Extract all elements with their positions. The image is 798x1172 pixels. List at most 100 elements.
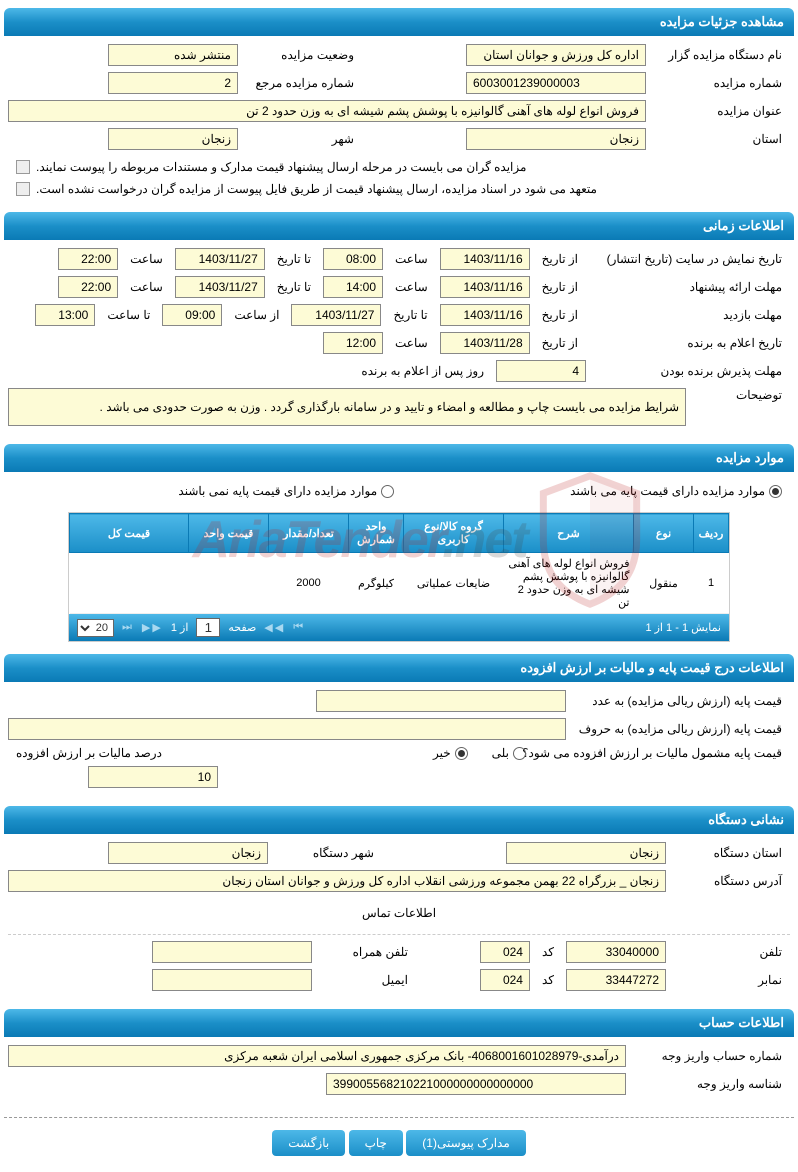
- note2-text: متعهد می شود در اسناد مزایده، ارسال پیشن…: [36, 182, 597, 196]
- print-button[interactable]: چاپ: [349, 1130, 403, 1156]
- hour-label-1: ساعت: [387, 252, 436, 266]
- radio-icon: [455, 747, 468, 760]
- base-txt-label: قیمت پایه (ارزش ریالی مزایده) به حروف: [570, 722, 790, 736]
- base-num-value: [316, 690, 566, 712]
- winner-date: 1403/11/28: [440, 332, 530, 354]
- hour-label-5: ساعت: [387, 336, 436, 350]
- base-txt-value: [8, 718, 566, 740]
- address-section-header: نشانی دستگاه: [4, 806, 794, 834]
- province-label: استان: [650, 132, 790, 146]
- items-section-header: موارد مزایده: [4, 444, 794, 472]
- visit-from-hour: 09:00: [162, 304, 222, 326]
- radio-icon: [769, 485, 782, 498]
- mobile-label: تلفن همراه: [316, 945, 416, 959]
- items-table: ردیف نوع شرح گروه کالا/نوع کاربری واحد ش…: [69, 513, 729, 614]
- note1-checkbox: [16, 160, 30, 174]
- from-hour-label: از ساعت: [226, 308, 287, 322]
- display-from-date: 1403/11/16: [440, 248, 530, 270]
- attachments-button[interactable]: مدارک پیوستی(1): [406, 1130, 525, 1156]
- accept-suffix: روز پس از اعلام به برنده: [353, 364, 492, 378]
- province-value: زنجان: [466, 128, 646, 150]
- fax-code: 024: [480, 969, 530, 991]
- title-label: عنوان مزایده: [650, 104, 790, 118]
- back-button[interactable]: بازگشت: [272, 1130, 345, 1156]
- hour-label-3: ساعت: [387, 280, 436, 294]
- acc-no-value: درآمدی-4068001601028979- بانک مرکزی جمهو…: [8, 1045, 626, 1067]
- col-total: قیمت کل: [70, 514, 189, 553]
- to-label-2: تا تاریخ: [269, 280, 319, 294]
- fax-value: 33447272: [566, 969, 666, 991]
- from-label-1: از تاریخ: [534, 252, 586, 266]
- addr-label: آدرس دستگاه: [670, 874, 790, 888]
- col-qty: تعداد/مقدار: [269, 514, 349, 553]
- dep-id-label: شناسه واریز وجه: [630, 1077, 790, 1091]
- proposal-to-hour: 22:00: [58, 276, 118, 298]
- proposal-to-date: 1403/11/27: [175, 276, 265, 298]
- mobile-value: [152, 941, 312, 963]
- visit-from-date: 1403/11/16: [440, 304, 530, 326]
- fax-label: نمابر: [670, 973, 790, 987]
- ref-no-value: 2: [108, 72, 238, 94]
- email-value: [152, 969, 312, 991]
- radio-has-base[interactable]: موارد مزایده دارای قیمت پایه می باشند: [570, 484, 782, 498]
- table-row: 1منقولفروش انواع لوله های آهنی گالوانیزه…: [70, 553, 729, 614]
- visit-label: مهلت بازدید: [590, 308, 790, 322]
- vat-yes-label: بلی: [492, 746, 509, 760]
- radio-icon: [381, 485, 394, 498]
- pager-display: نمایش 1 - 1 از 1: [645, 621, 721, 634]
- from-label-4: از تاریخ: [534, 336, 586, 350]
- col-type: نوع: [634, 514, 694, 553]
- hour-label-4: ساعت: [122, 280, 171, 294]
- display-from-hour: 08:00: [323, 248, 383, 270]
- pager-page-input[interactable]: [196, 618, 220, 637]
- display-date-label: تاریخ نمایش در سایت (تاریخ انتشار): [590, 252, 790, 266]
- title-value: فروش انواع لوله های آهنی گالوانیزه با پو…: [8, 100, 646, 122]
- vat-percent-label: درصد مالیات بر ارزش افزوده: [8, 746, 170, 760]
- ref-no-label: شماره مزایده مرجع: [242, 76, 362, 90]
- phone-code: 024: [480, 941, 530, 963]
- status-value: منتشر شده: [108, 44, 238, 66]
- col-desc: شرح: [504, 514, 634, 553]
- addr-value: زنجان _ بزرگراه 22 بهمن مجموعه ورزشی انق…: [8, 870, 666, 892]
- pager-last[interactable]: ⏭: [122, 621, 134, 634]
- status-label: وضعیت مزایده: [242, 48, 362, 62]
- from-label-3: از تاریخ: [534, 308, 586, 322]
- note1-text: مزایده گران می بایست در مرحله ارسال پیشن…: [36, 160, 526, 174]
- pager-first[interactable]: ⏮: [293, 621, 305, 634]
- to-label-1: تا تاریخ: [269, 252, 319, 266]
- display-to-hour: 22:00: [58, 248, 118, 270]
- phone-label: تلفن: [670, 945, 790, 959]
- visit-to-hour: 13:00: [35, 304, 95, 326]
- col-unit-price: قیمت واحد: [189, 514, 269, 553]
- code-label-2: کد: [534, 973, 562, 987]
- to-hour-label: تا ساعت: [99, 308, 158, 322]
- table-pager: نمایش 1 - 1 از 1 ⏮ ◀◀ صفحه از 1 ▶▶ ⏭ 20: [69, 614, 729, 641]
- desc-value: شرایط مزایده می بایست چاپ و مطالعه و امض…: [8, 388, 686, 426]
- pager-size-select[interactable]: 20: [77, 619, 114, 637]
- vat-no[interactable]: خیر: [433, 746, 468, 760]
- accept-label: مهلت پذیرش برنده بودن: [590, 364, 790, 378]
- proposal-label: مهلت ارائه پیشنهاد: [590, 280, 790, 294]
- dep-id-value: 399005568210221000000000000000: [326, 1073, 626, 1095]
- col-unit: واحد شمارش: [349, 514, 404, 553]
- account-section-header: اطلاعات حساب: [4, 1009, 794, 1037]
- pager-of-label: از 1: [171, 621, 189, 634]
- pager-page-label: صفحه: [228, 621, 256, 634]
- price-section-header: اطلاعات درج قیمت پایه و مالیات بر ارزش ا…: [4, 654, 794, 682]
- proposal-from-hour: 14:00: [323, 276, 383, 298]
- city-label: شهر: [242, 132, 362, 146]
- radio-icon: [513, 747, 526, 760]
- pager-next[interactable]: ▶▶: [142, 621, 163, 634]
- organizer-value: اداره کل ورزش و جوانان استان: [466, 44, 646, 66]
- addr-city-label: شهر دستگاه: [272, 846, 382, 860]
- vat-question: قیمت پایه مشمول مالیات بر ارزش افزوده می…: [530, 746, 790, 760]
- radio-no-base[interactable]: موارد مزایده دارای قیمت پایه نمی باشند: [178, 484, 394, 498]
- display-to-date: 1403/11/27: [175, 248, 265, 270]
- vat-yes[interactable]: بلی: [492, 746, 526, 760]
- email-label: ایمیل: [316, 973, 416, 987]
- visit-to-date: 1403/11/27: [291, 304, 381, 326]
- contact-title: اطلاعات تماس: [8, 898, 790, 928]
- pager-prev[interactable]: ◀◀: [264, 621, 285, 634]
- desc-label: توضیحات: [690, 388, 790, 402]
- winner-label: تاریخ اعلام به برنده: [590, 336, 790, 350]
